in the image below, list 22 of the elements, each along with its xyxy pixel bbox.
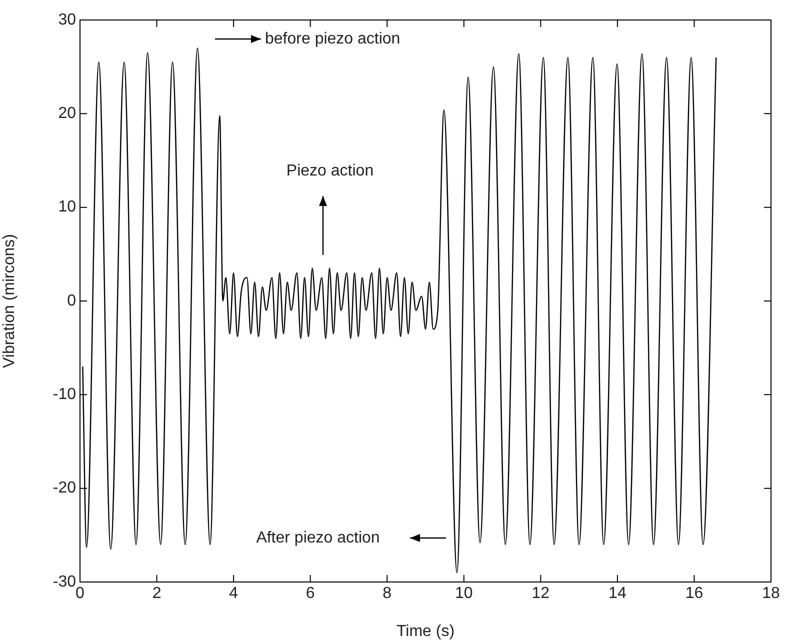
y-tick-label: 20	[58, 105, 76, 122]
x-tick-label: 4	[229, 585, 238, 602]
x-axis-title: Time (s)	[396, 622, 455, 640]
y-tick-label: 10	[58, 198, 76, 216]
y-tick-label: -10	[52, 386, 76, 404]
y-axis-title: Vibration (mircons)	[1, 234, 18, 368]
annotation: After piezo action	[256, 529, 380, 546]
line-series	[82, 48, 717, 574]
x-tick-label: 10	[454, 585, 473, 602]
x-tick-label: 16	[685, 585, 704, 602]
y-tick-label: -20	[52, 480, 76, 497]
annotation: before piezo action	[265, 30, 400, 48]
x-tick-label: 14	[608, 585, 626, 602]
x-tick-label: 8	[382, 585, 392, 602]
x-tick-label: 6	[306, 585, 315, 602]
y-tick-label: 30	[58, 11, 76, 28]
x-tick-label: 2	[152, 585, 162, 602]
y-tick-label: -30	[52, 573, 76, 590]
x-tick-label: 18	[762, 585, 780, 602]
x-tick-label: 12	[532, 585, 550, 602]
y-tick-label: 0	[67, 292, 76, 310]
annotation: Piezo action	[286, 162, 374, 180]
